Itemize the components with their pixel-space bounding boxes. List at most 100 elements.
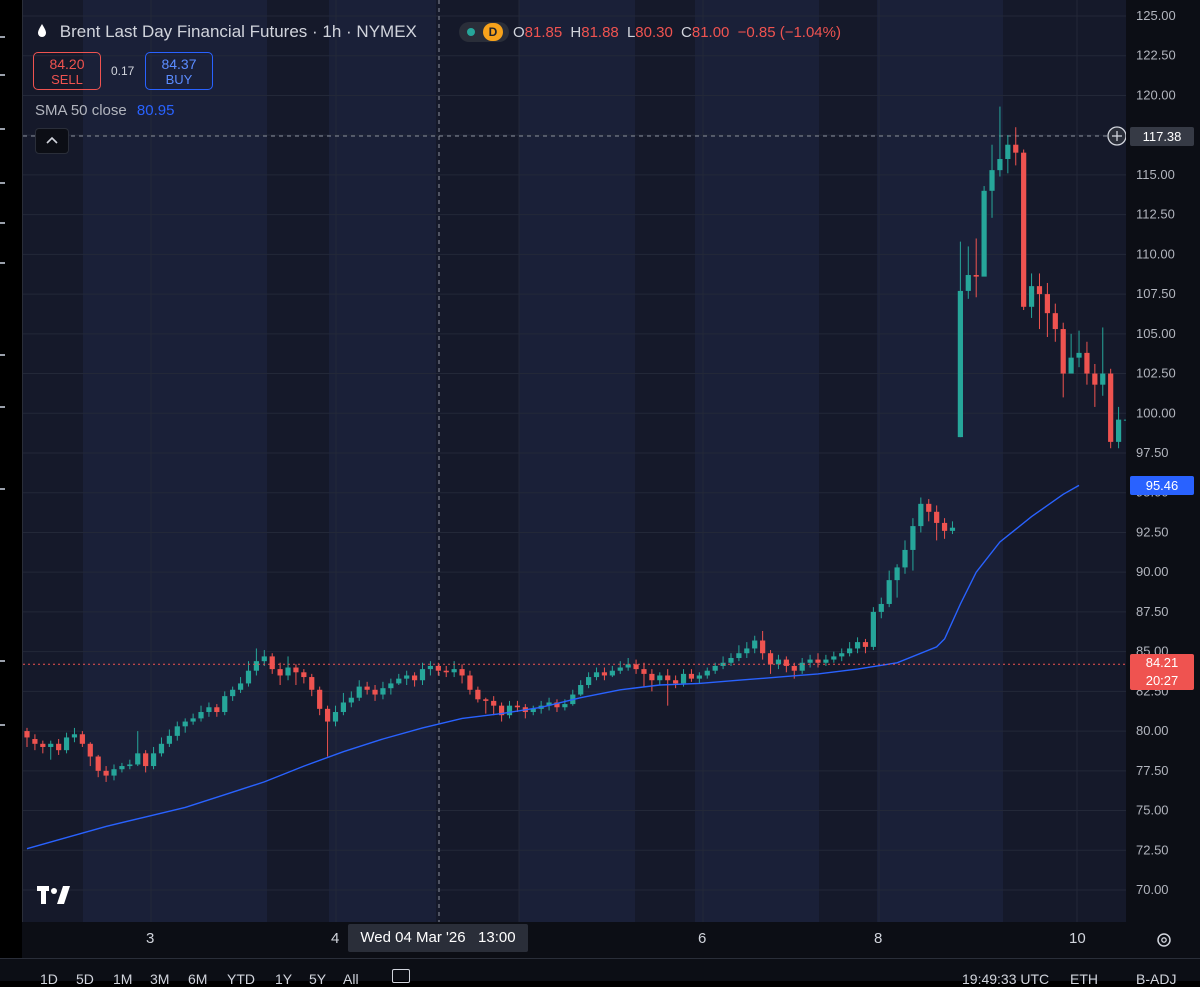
candle-body xyxy=(625,664,631,668)
candle-body xyxy=(396,678,402,684)
candle-body xyxy=(902,549,908,568)
candle xyxy=(728,653,734,666)
tradingview-logo-icon xyxy=(37,886,70,904)
delayed-badge[interactable]: D xyxy=(483,23,503,41)
candle-body xyxy=(150,753,157,767)
candle-body xyxy=(894,567,900,581)
price-axis[interactable]: 125.00122.50120.00117.50115.00112.50110.… xyxy=(1126,0,1200,922)
candle-body xyxy=(475,689,481,700)
tool-icon[interactable] xyxy=(0,182,5,184)
candle-body xyxy=(1013,144,1019,153)
candle-body xyxy=(949,527,956,531)
symbol-title[interactable]: Brent Last Day Financial Futures · 1h · … xyxy=(59,22,417,41)
buy-button[interactable]: 84.37 BUY xyxy=(145,52,213,90)
candle-body xyxy=(775,659,782,665)
sell-button[interactable]: 84.20 SELL xyxy=(33,52,101,90)
candle xyxy=(143,750,149,773)
candle xyxy=(712,662,718,674)
range-1d[interactable]: 1D xyxy=(40,971,58,987)
tool-icon[interactable] xyxy=(0,488,5,490)
candle xyxy=(206,702,212,717)
range-ytd[interactable]: YTD xyxy=(227,971,255,987)
last-price-label: 84.21 20:27 xyxy=(1130,654,1194,690)
price-tick-label: 75.00 xyxy=(1136,803,1169,818)
candle-body xyxy=(973,275,979,277)
candle xyxy=(997,106,1003,177)
candle xyxy=(1036,273,1043,330)
adjustment-toggle[interactable]: B-ADJ xyxy=(1136,971,1177,987)
tool-icon[interactable] xyxy=(0,262,5,264)
candle-body xyxy=(673,680,679,684)
price-tick-label: 97.50 xyxy=(1136,445,1169,460)
settings-gear-icon[interactable] xyxy=(1154,930,1174,950)
open-value: 81.85 xyxy=(524,24,563,41)
time-axis[interactable]: 3 4 6 8 10 Wed 04 Mar '26 13:00 xyxy=(22,922,1200,958)
range-5y[interactable]: 5Y xyxy=(309,971,327,987)
candle xyxy=(823,654,829,666)
tool-icon[interactable] xyxy=(0,406,5,408)
tool-icon[interactable] xyxy=(0,222,5,224)
candle xyxy=(736,645,742,662)
candle xyxy=(71,727,78,743)
range-5d[interactable]: 5D xyxy=(76,971,94,987)
candle xyxy=(427,661,434,676)
candle xyxy=(1028,273,1035,318)
candle xyxy=(886,570,892,608)
range-1m[interactable]: 1M xyxy=(113,971,133,987)
candle-body xyxy=(593,672,600,678)
candle xyxy=(119,762,125,773)
tool-icon[interactable] xyxy=(0,74,5,76)
candle xyxy=(1115,406,1122,449)
candle-body xyxy=(174,726,180,736)
tool-icon[interactable] xyxy=(0,36,5,38)
candle-body xyxy=(1123,419,1127,421)
candle xyxy=(910,518,916,571)
tool-icon[interactable] xyxy=(0,128,5,130)
range-1y[interactable]: 1Y xyxy=(275,971,293,987)
candle xyxy=(95,754,101,778)
candle xyxy=(459,664,465,684)
left-toolbar[interactable] xyxy=(0,0,12,980)
range-3m[interactable]: 3M xyxy=(150,971,170,987)
candle-body xyxy=(926,503,932,512)
candle xyxy=(554,699,560,713)
chart-pane[interactable]: Brent Last Day Financial Futures · 1h · … xyxy=(22,0,1127,922)
status-pill[interactable]: D xyxy=(459,22,509,42)
candle xyxy=(973,238,979,298)
candle xyxy=(1013,127,1019,166)
candle-body xyxy=(752,640,758,649)
candle-body xyxy=(435,665,441,671)
crosshair-add-button[interactable] xyxy=(1107,126,1127,146)
calendar-icon[interactable] xyxy=(392,969,410,983)
candle-body xyxy=(253,661,259,671)
collapse-legend-button[interactable] xyxy=(35,128,69,154)
price-tick-label: 90.00 xyxy=(1136,564,1169,579)
high-value: 81.88 xyxy=(581,24,619,41)
candle xyxy=(1100,327,1106,396)
candle xyxy=(1044,282,1050,337)
candle xyxy=(483,697,489,714)
utc-clock[interactable]: 19:49:33 UTC xyxy=(962,971,1050,987)
candle xyxy=(902,540,908,574)
tool-icon[interactable] xyxy=(0,354,5,356)
session-toggle[interactable]: ETH xyxy=(1070,971,1098,987)
candle-body xyxy=(324,708,331,722)
candle-body xyxy=(301,672,307,678)
sma-legend[interactable]: SMA 50 close 80.95 xyxy=(35,102,174,119)
candle xyxy=(688,669,695,682)
candle xyxy=(166,729,172,747)
candle-body xyxy=(261,656,267,662)
candle-body xyxy=(760,640,766,654)
candle-body xyxy=(380,688,386,695)
range-all[interactable]: All xyxy=(343,971,359,987)
candle-body xyxy=(48,743,54,747)
candle xyxy=(1084,341,1090,385)
candle-body xyxy=(649,673,655,681)
candle xyxy=(601,667,608,681)
candle xyxy=(641,662,647,687)
range-6m[interactable]: 6M xyxy=(188,971,208,987)
candle-body xyxy=(586,677,592,686)
price-chart[interactable] xyxy=(23,0,1127,922)
tool-icon[interactable] xyxy=(0,724,5,726)
tool-icon[interactable] xyxy=(0,660,5,662)
